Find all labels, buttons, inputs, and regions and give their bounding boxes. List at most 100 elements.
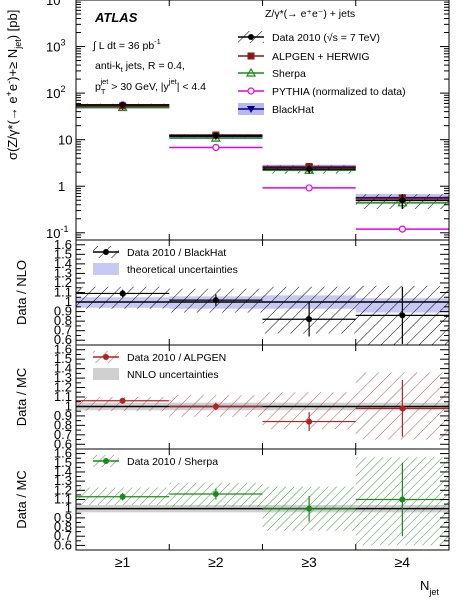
legend-label: Data 2010 / Sherpa xyxy=(127,456,218,468)
x-category-label: ≥1 xyxy=(115,554,131,570)
y-tick-label: 1.6 xyxy=(54,446,72,461)
y-tick-label: 1 xyxy=(65,294,72,309)
y-tick-label: 1.3 xyxy=(54,473,72,488)
legend-marker xyxy=(245,67,257,77)
legend-label: Sherpa xyxy=(272,68,306,80)
y-tick-label: 0.8 xyxy=(54,519,72,534)
ratio-point xyxy=(119,290,126,297)
y-tick-label: 1.4 xyxy=(54,464,72,479)
ratio-ylabel: Data / NLO xyxy=(14,260,29,325)
x-axis-categories: ≥1 ≥2 ≥3 ≥4 xyxy=(115,554,410,570)
main-legend: Data 2010 (√s = 7 TeV) ALPGEN + HERWIG She… xyxy=(238,31,406,116)
main-ylabel: σ(Z/γ*(→ e+e-)+≥ Njet) [pb] xyxy=(4,10,23,160)
hatch-box xyxy=(76,286,170,309)
legend-title: Z/γ*(→ e⁺e⁻) + jets xyxy=(265,8,355,20)
main-panel: 10-1110102103104 ATLAS ∫ L dt = 36 pb-1 … xyxy=(4,0,450,241)
legend-label: theoretical uncertainties xyxy=(127,264,238,276)
legend-marker xyxy=(248,34,254,40)
y-tick-label: 102 xyxy=(46,84,65,101)
x-category-label: ≥3 xyxy=(301,554,317,570)
ratio-ylabel: Data / MC xyxy=(14,368,29,427)
legend-marker xyxy=(103,458,109,464)
ratio-point xyxy=(212,403,219,410)
y-tick-label: 1.6 xyxy=(54,342,72,357)
ratio-point xyxy=(399,405,406,412)
y-tick-label: 0.6 xyxy=(54,436,72,451)
y-tick-label: 0.9 xyxy=(54,304,72,319)
ratio-point xyxy=(212,490,219,497)
legend-swatch-band xyxy=(93,263,119,275)
legend-label: Data 2010 / ALPGEN xyxy=(127,352,226,364)
y-tick-label: 1.2 xyxy=(54,380,72,395)
y-tick-label: 0.7 xyxy=(54,528,72,543)
y-tick-label: 10 xyxy=(58,133,72,148)
legend-label: NNLO uncertainties xyxy=(127,369,219,381)
y-tick-label: 10-1 xyxy=(46,224,68,241)
legend-marker xyxy=(103,249,109,255)
ratio-point xyxy=(306,316,313,323)
y-tick-label: 1.4 xyxy=(54,256,72,271)
series-marker xyxy=(212,143,220,152)
x-category-label: ≥2 xyxy=(208,554,224,570)
series-marker xyxy=(119,101,126,108)
y-tick-label: 1.1 xyxy=(54,389,72,404)
legend-label: ALPGEN + HERWIG xyxy=(272,51,370,63)
ratio-point xyxy=(306,418,313,425)
legend-label: Data 2010 / BlackHat xyxy=(127,247,226,259)
series-marker xyxy=(305,184,313,192)
ratio-point xyxy=(399,496,406,503)
y-tick-label: 1.1 xyxy=(54,285,72,300)
y-tick-label: 1.5 xyxy=(54,455,72,470)
y-tick-label: 0.9 xyxy=(54,510,72,525)
y-tick-label: 1.2 xyxy=(54,482,72,497)
y-tick-label: 0.6 xyxy=(54,332,72,347)
legend-marker xyxy=(103,354,109,360)
series-marker xyxy=(212,132,219,139)
ratio-ylabel: Data / MC xyxy=(14,470,29,529)
jet-algo-label: anti-kt jets, R = 0.4, xyxy=(95,60,185,74)
ratio-point xyxy=(212,297,219,304)
series-marker xyxy=(398,225,406,233)
y-tick-label: 0.8 xyxy=(54,417,72,432)
series-marker xyxy=(399,197,406,204)
x-axis-label: Njet xyxy=(420,578,439,597)
x-category-label: ≥4 xyxy=(395,554,411,570)
y-tick-label: 1 xyxy=(65,501,72,516)
y-tick-label: 0.9 xyxy=(54,408,72,423)
y-tick-label: 1.1 xyxy=(54,492,72,507)
lumi-label: ∫ L dt = 36 pb-1 xyxy=(92,37,161,52)
y-tick-label: 0.8 xyxy=(54,313,72,328)
legend-marker xyxy=(247,87,255,95)
legend-label: Data 2010 (√s = 7 TeV) xyxy=(272,32,380,44)
y-tick-label: 1.2 xyxy=(54,275,72,290)
y-tick-label: 1.5 xyxy=(54,351,72,366)
y-tick-label: 103 xyxy=(46,38,65,55)
y-tick-label: 0.6 xyxy=(54,537,72,552)
y-tick-label: 0.7 xyxy=(54,427,72,442)
cuts-label: pTjet > 30 GeV, |yjet| < 4.4 xyxy=(95,77,206,96)
y-tick-label: 1.3 xyxy=(54,265,72,280)
y-tick-label: 1.3 xyxy=(54,370,72,385)
y-tick-label: 1 xyxy=(58,179,65,194)
legend-swatch-band xyxy=(93,368,119,380)
y-tick-label: 0.7 xyxy=(54,323,72,338)
ratio-point xyxy=(306,505,313,512)
legend-label: BlackHat xyxy=(272,104,314,116)
y-tick-label: 1.6 xyxy=(54,237,72,252)
legend-marker xyxy=(247,106,255,113)
ratio-point xyxy=(119,397,126,404)
legend-label: PYTHIA (normalized to data) xyxy=(272,86,406,98)
y-tick-label: 104 xyxy=(46,0,65,8)
y-tick-label: 1.5 xyxy=(54,246,72,261)
ratio-panel-2: 0.60.70.80.911.11.21.31.41.51.6 Data / MC… xyxy=(14,342,450,451)
atlas-label: ATLAS xyxy=(94,10,138,25)
ratio-point xyxy=(399,312,406,319)
series-marker xyxy=(306,165,313,172)
ratio-panel-1: 0.60.70.80.911.11.21.31.41.51.6 Data / NL… xyxy=(14,237,450,347)
y-tick-label: 1.4 xyxy=(54,361,72,376)
ratio-panel-3: 0.60.70.80.911.11.21.31.41.51.6 Data / MC… xyxy=(14,446,450,552)
y-tick-label: 1 xyxy=(65,398,72,413)
ratio-point xyxy=(119,493,126,500)
